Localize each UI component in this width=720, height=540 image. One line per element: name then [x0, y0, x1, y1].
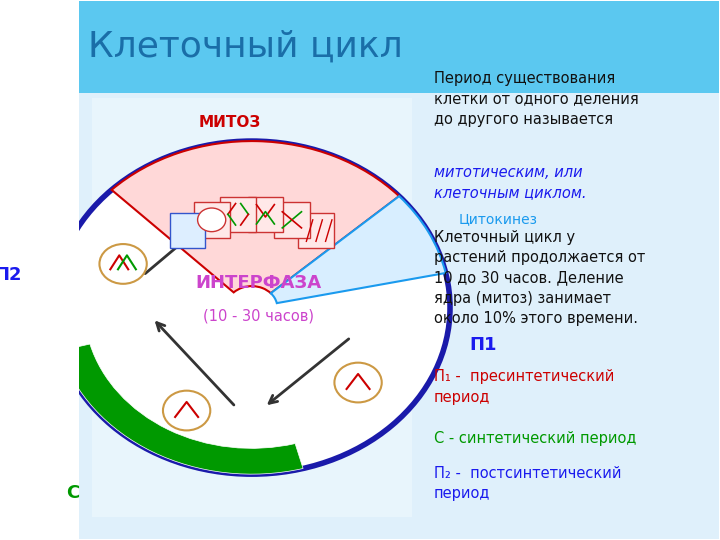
Text: С - синтетический период: С - синтетический период — [434, 431, 636, 446]
Wedge shape — [112, 141, 399, 293]
Text: Клеточный цикл: Клеточный цикл — [88, 30, 402, 64]
Text: П2: П2 — [0, 266, 22, 285]
Text: Цитокинез: Цитокинез — [459, 212, 537, 226]
Text: П1: П1 — [469, 336, 497, 354]
Text: ИНТЕРФАЗА: ИНТЕРФАЗА — [195, 274, 321, 293]
Text: П₂ -  постсинтетический
период: П₂ - постсинтетический период — [434, 466, 621, 502]
FancyBboxPatch shape — [79, 2, 719, 93]
Text: С: С — [66, 484, 79, 502]
FancyBboxPatch shape — [248, 197, 283, 232]
Circle shape — [334, 363, 382, 402]
Circle shape — [53, 141, 450, 474]
Text: П₁ -  пресинтетический
период: П₁ - пресинтетический период — [434, 369, 614, 405]
Text: Период существования
клетки от одного деления
до другого называется: Период существования клетки от одного де… — [434, 71, 639, 127]
FancyBboxPatch shape — [298, 213, 334, 248]
FancyBboxPatch shape — [220, 197, 256, 232]
Wedge shape — [60, 344, 303, 474]
FancyBboxPatch shape — [274, 202, 310, 238]
FancyBboxPatch shape — [92, 98, 412, 517]
Text: Клеточный цикл у
растений продолжается от
10 до 30 часов. Деление
ядра (митоз) з: Клеточный цикл у растений продолжается о… — [434, 230, 645, 326]
Circle shape — [163, 390, 210, 430]
FancyBboxPatch shape — [170, 213, 205, 248]
Text: (10 - 30 часов): (10 - 30 часов) — [202, 308, 314, 323]
Text: МИТОЗ: МИТОЗ — [198, 116, 261, 130]
Text: митотическим, или
клеточным циклом.: митотическим, или клеточным циклом. — [434, 165, 587, 201]
Circle shape — [197, 208, 226, 232]
Circle shape — [99, 244, 147, 284]
FancyBboxPatch shape — [79, 2, 719, 538]
Wedge shape — [271, 196, 446, 303]
FancyBboxPatch shape — [194, 202, 230, 238]
